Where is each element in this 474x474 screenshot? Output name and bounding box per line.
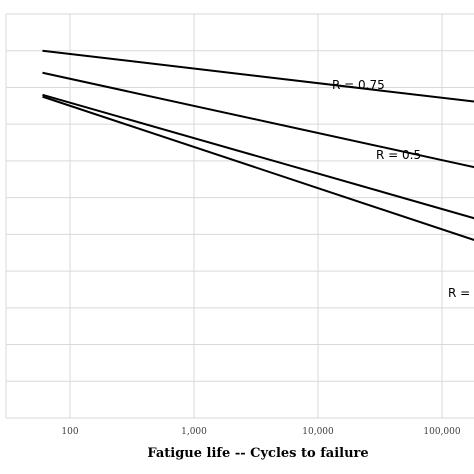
series-label: R = 0.5 — [376, 148, 421, 162]
series-label: R = 0.75 — [332, 78, 385, 92]
x-tick-label: 100 — [61, 427, 78, 437]
series-line — [42, 93, 474, 220]
x-axis-title: Fatigue life -- Cycles to failure — [147, 446, 368, 461]
gridlines — [5, 13, 474, 419]
x-tick-label: 1,000 — [181, 427, 207, 437]
series-labels: R = 0.75 R = 0.5 R = 0 — [332, 78, 474, 300]
series-line — [42, 49, 474, 103]
x-tick-label: 10,000 — [302, 427, 334, 437]
series-line — [42, 71, 474, 169]
series-lines — [42, 49, 474, 241]
series-label: R = 0 — [448, 286, 474, 300]
x-tick-label: 100,000 — [423, 427, 460, 437]
x-tick-labels: 100 1,000 10,000 100,000 — [61, 427, 460, 437]
series-line — [42, 95, 474, 241]
